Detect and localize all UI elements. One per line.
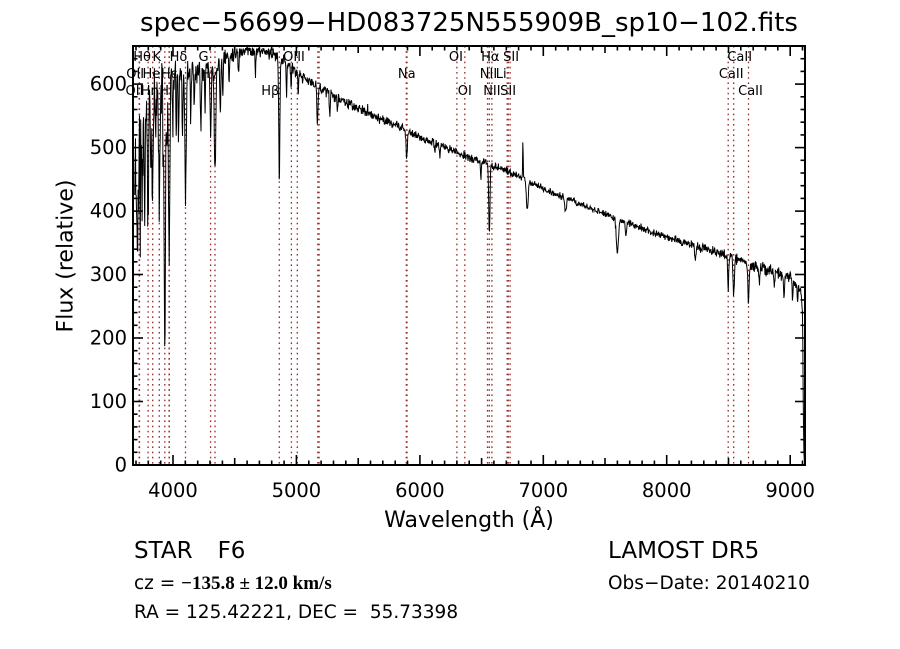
y-tick-label: 0 xyxy=(115,454,127,477)
line-label: OI xyxy=(449,50,463,65)
survey-release: LAMOST DR5 xyxy=(608,538,760,564)
x-axis-label: Wavelength (Å) xyxy=(384,508,554,533)
line-label: Li xyxy=(496,67,507,82)
y-tick-label: 100 xyxy=(90,390,127,413)
line-label: NII xyxy=(480,67,497,82)
x-tick-label: 4000 xyxy=(148,479,198,502)
line-label: CaII xyxy=(727,50,752,65)
line-label: OII xyxy=(126,67,144,82)
subclass-label: F6 xyxy=(217,538,246,564)
y-axis-label: Flux (relative) xyxy=(53,179,79,333)
y-tick-label: 400 xyxy=(90,200,127,223)
x-tick-label: 9000 xyxy=(765,479,815,502)
plot-title: spec−56699−HD083725N555909B_sp10−102.fit… xyxy=(140,8,798,38)
line-label: SII xyxy=(500,84,516,99)
obs-date: Obs−Date: 20140210 xyxy=(608,573,810,594)
class-label: STAR xyxy=(134,538,193,564)
cz-prefix: cz = xyxy=(134,573,182,594)
radial-velocity: cz = −135.8 ± 12.0 km/s xyxy=(134,573,332,595)
object-class: STAR F6 xyxy=(134,538,245,564)
line-label: Hδ xyxy=(170,50,188,65)
ra-dec: RA = 125.42221, DEC = 55.73398 xyxy=(134,602,459,623)
x-tick-label: 7000 xyxy=(518,479,568,502)
line-label: K xyxy=(153,50,162,65)
line-label: Hθ xyxy=(133,50,151,65)
tick-labels: 4000 5000 6000 7000 8000 9000 0 100 200 300 400 500… xyxy=(90,73,815,502)
line-label: Na xyxy=(398,67,416,82)
cz-value: −135.8 ± 12.0 km/s xyxy=(181,573,332,594)
line-label: Hβ xyxy=(261,84,279,99)
y-tick-label: 300 xyxy=(90,263,127,286)
y-tick-label: 600 xyxy=(90,73,127,96)
line-label: HeI xyxy=(142,67,164,82)
line-label: CaII xyxy=(738,84,763,99)
x-tick-label: 6000 xyxy=(395,479,445,502)
x-tick-label: 8000 xyxy=(642,479,692,502)
line-label: H xyxy=(159,84,169,99)
spectrum-line xyxy=(134,46,805,461)
plot-frame xyxy=(132,45,806,466)
axis-frame xyxy=(132,45,806,466)
y-tick-label: 200 xyxy=(90,327,127,350)
line-label: G xyxy=(199,50,209,65)
spectral-line-markers xyxy=(138,46,750,465)
line-label: SII xyxy=(503,50,519,65)
y-tick-label: 500 xyxy=(90,136,127,159)
line-label: Hα xyxy=(481,50,499,65)
line-label: Hε xyxy=(161,67,178,82)
line-label: OII xyxy=(126,84,144,99)
line-label: NII xyxy=(483,84,500,99)
x-tick-label: 5000 xyxy=(272,479,322,502)
line-label: CaII xyxy=(719,67,744,82)
line-label: OIII xyxy=(283,50,305,65)
line-label: OI xyxy=(458,84,472,99)
